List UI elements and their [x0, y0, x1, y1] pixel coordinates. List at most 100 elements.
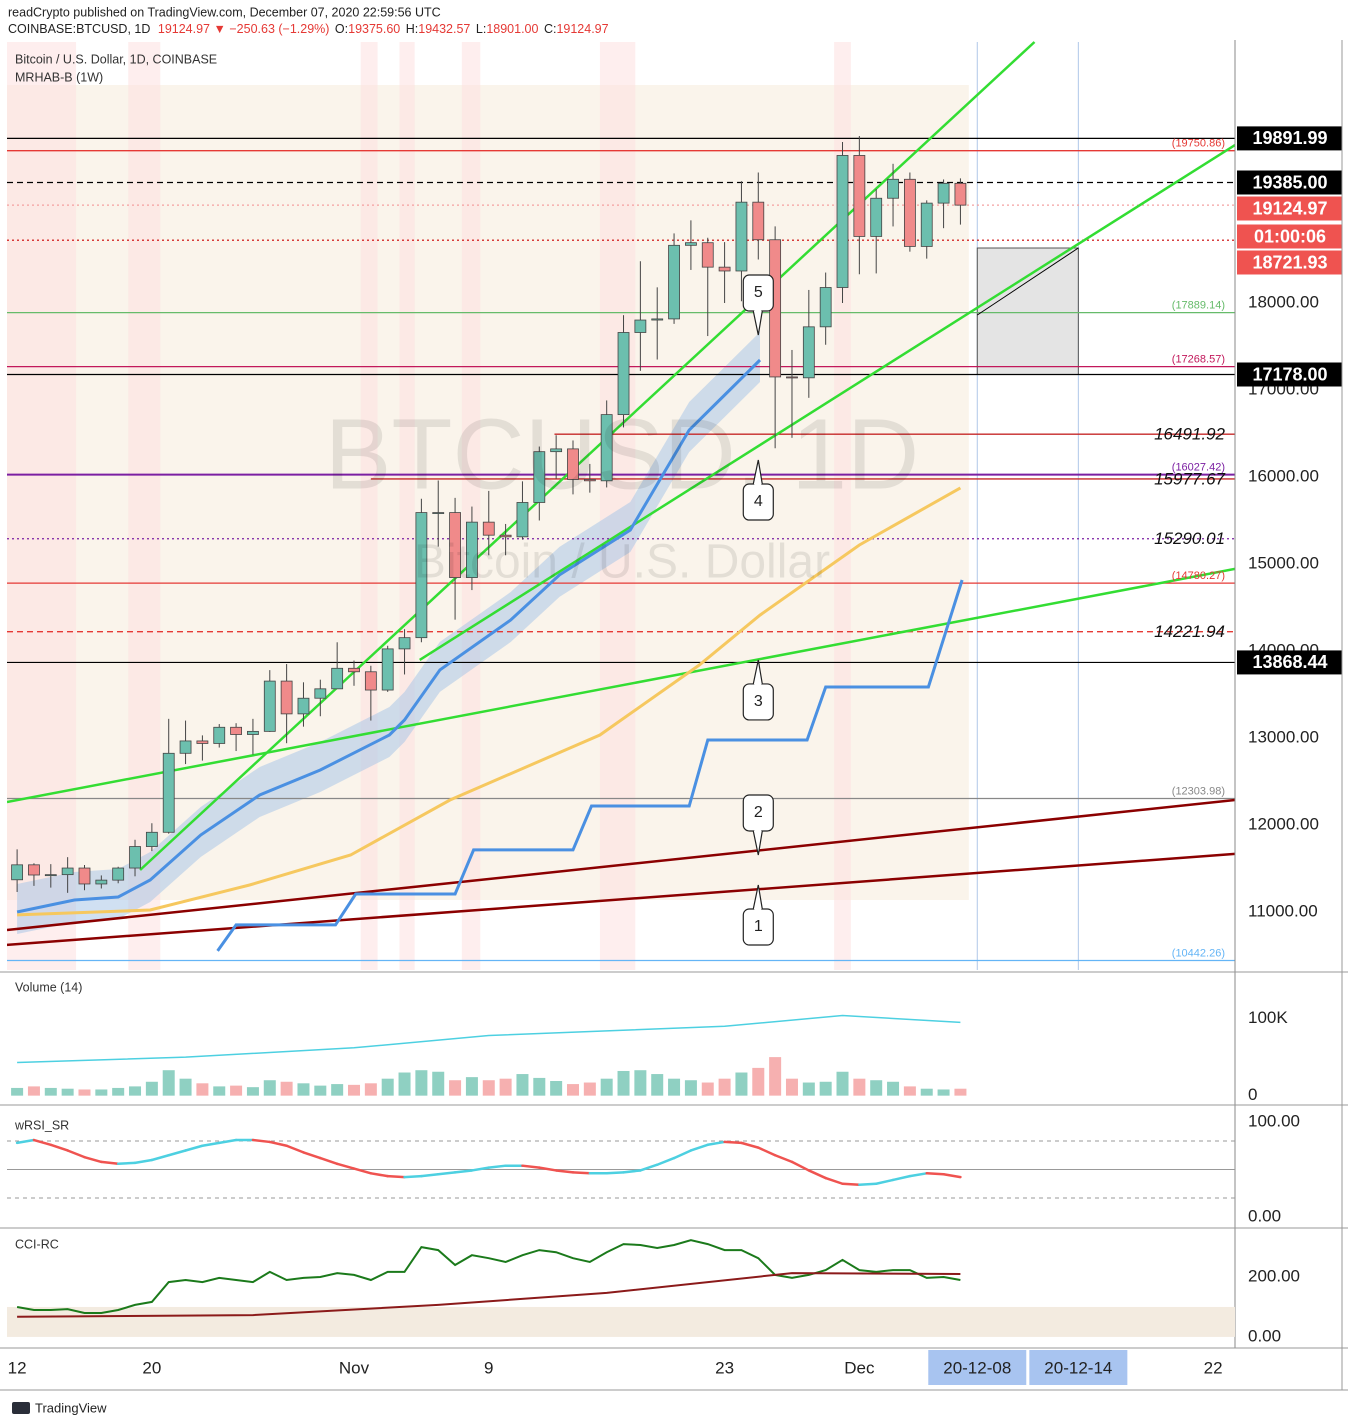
candle-body: [836, 155, 849, 288]
volume-bar: [179, 1078, 192, 1096]
y-tick-label: 200.00: [1248, 1267, 1300, 1286]
rsi-line: [639, 1163, 659, 1172]
rsi-line: [908, 1172, 928, 1178]
y-tick-label: 12000.00: [1248, 814, 1319, 833]
volume-bar: [802, 1082, 815, 1096]
level-label: (10442.26): [1172, 947, 1225, 959]
rsi-line: [874, 1178, 895, 1186]
cci-band: [7, 1306, 1235, 1337]
y-tick-label: 16000.00: [1248, 466, 1319, 485]
candle-body: [887, 178, 899, 199]
rsi-line: [858, 1182, 878, 1186]
trend-line: [7, 798, 1235, 932]
volume-bar: [145, 1081, 158, 1096]
volume-bar: [415, 1070, 428, 1096]
level-label: 16491.92: [1154, 425, 1225, 444]
candle-body: [348, 667, 360, 673]
candle-body: [95, 879, 108, 885]
candle-body: [516, 502, 529, 538]
candle-body: [314, 688, 327, 699]
candle-body: [870, 197, 883, 237]
volume-bar: [600, 1078, 613, 1096]
price-badge-label: 13868.44: [1252, 652, 1327, 672]
volume-bar: [230, 1085, 243, 1096]
volume-bar: [449, 1080, 462, 1096]
volume-bar: [954, 1088, 967, 1096]
rsi-line: [672, 1149, 693, 1160]
price-badge: [1237, 650, 1342, 675]
rsi-line: [436, 1171, 457, 1176]
rsi-line: [319, 1156, 339, 1166]
ohlc-value: 19432.57: [418, 22, 470, 36]
candle-body: [920, 202, 933, 247]
candle-body: [44, 874, 57, 877]
rsi-line: [335, 1162, 356, 1170]
callout-label: 3: [754, 693, 763, 710]
pane-title: CCI-RC: [15, 1237, 59, 1251]
volume-bar: [920, 1088, 933, 1096]
candle-body: [567, 448, 579, 480]
volume-bar: [752, 1067, 765, 1096]
price-badge: [1237, 362, 1342, 387]
candle-body: [482, 521, 495, 536]
rsi-line: [268, 1140, 288, 1147]
rsi-line: [773, 1153, 794, 1164]
countdown-badge: [1237, 224, 1342, 249]
x-tick-label: Nov: [339, 1358, 370, 1377]
ohlc-label: C:: [544, 22, 557, 36]
y-tick-label: 13000.00: [1248, 727, 1319, 746]
volume-bar: [735, 1072, 748, 1096]
y-tick-label: 100.00: [1248, 1111, 1300, 1130]
volume-bar: [246, 1087, 259, 1096]
candle-body: [415, 512, 428, 639]
volume-bar: [482, 1080, 495, 1096]
ohlc-value: 19124.97: [556, 22, 608, 36]
price-pane: BTCUSD, 1D Bitcoin / U.S. Dollar 5 4 3 2 1 (197…: [7, 41, 1235, 970]
rsi-line: [302, 1151, 322, 1160]
level-label: 15290.01: [1154, 529, 1225, 548]
trend-line: [139, 41, 1036, 871]
level-label: (19750.86): [1172, 138, 1225, 150]
rsi-line: [841, 1182, 861, 1186]
volume-bar: [701, 1082, 714, 1096]
price-badge-label: 18721.93: [1252, 252, 1327, 272]
candle-body: [297, 697, 310, 715]
x-tick-label: 22: [1204, 1358, 1223, 1377]
volume-bar: [398, 1072, 411, 1096]
volume-bar: [651, 1074, 664, 1096]
y-tick-label: 15000.00: [1248, 553, 1319, 572]
ma-cloud: [17, 332, 761, 934]
session-band: [7, 42, 77, 970]
volume-bar: [297, 1083, 310, 1096]
candle-body: [617, 332, 630, 416]
callout-label: 2: [754, 804, 763, 821]
candle-body: [28, 864, 40, 876]
volume-bar: [61, 1088, 74, 1096]
candle-body: [162, 752, 175, 833]
volume-ma: [17, 1014, 961, 1064]
volume-bar: [566, 1084, 579, 1096]
ohlc-label: O:: [335, 22, 348, 36]
rsi-line: [487, 1164, 507, 1169]
price-badge: [1237, 170, 1342, 195]
candle-body: [280, 680, 293, 715]
candle-body: [381, 648, 394, 691]
volume-bar: [95, 1089, 108, 1096]
volume-bar: [785, 1078, 798, 1096]
level-label: (17268.57): [1172, 354, 1225, 366]
last-price: 19124.97: [158, 22, 210, 36]
volume-bar: [870, 1080, 883, 1096]
candle-body: [533, 451, 546, 503]
level-label: (17889.14): [1172, 300, 1225, 312]
candle-body: [499, 534, 512, 538]
volume-bar: [668, 1078, 681, 1096]
rsi-line: [538, 1166, 558, 1172]
rsi-line: [790, 1160, 811, 1172]
rsi-line: [184, 1144, 204, 1152]
price-badge-label: 19891.99: [1252, 128, 1327, 148]
y-tick-label: 0.00: [1248, 1207, 1281, 1226]
callout-pointer: [752, 830, 763, 856]
candle-body: [583, 479, 596, 482]
cci-line: [16, 1239, 961, 1314]
